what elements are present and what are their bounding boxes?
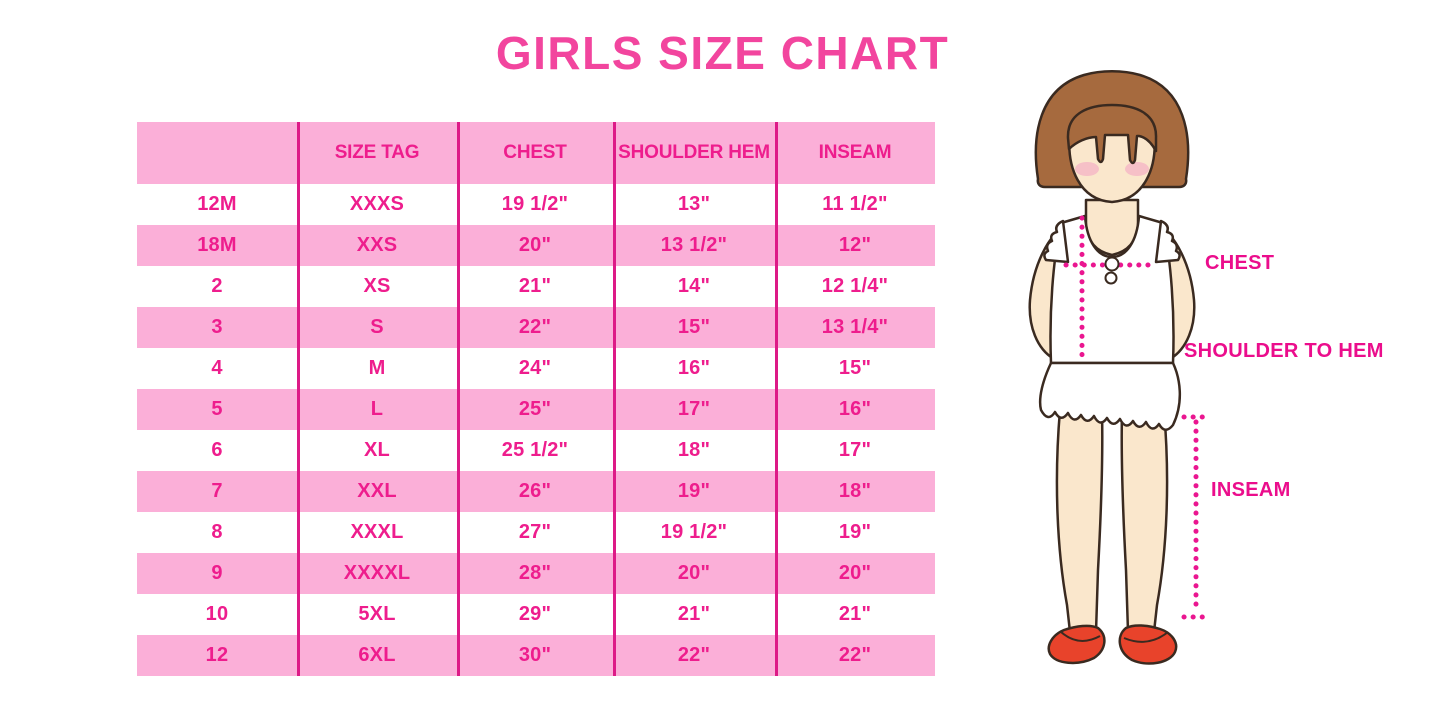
table-cell: 13 1/4" <box>775 307 935 348</box>
table-cell: 9 <box>137 553 297 594</box>
shoe-right <box>1118 624 1178 665</box>
table-cell: 12" <box>775 225 935 266</box>
table-cell: 25 1/2" <box>501 439 569 461</box>
button-top <box>1104 256 1120 272</box>
size-table: SIZE TAG CHEST SHOULDER HEM INSEAM 12M XXXS 19… <box>137 122 935 676</box>
table-cell: 17" <box>838 439 872 461</box>
table-cell: 19 1/2" <box>501 193 569 215</box>
column-divider <box>613 122 616 676</box>
table-cell: M <box>368 357 386 379</box>
header-cell-0 <box>137 122 297 184</box>
table-cell: 29" <box>518 603 552 625</box>
table-cell: 12M <box>197 193 237 215</box>
table-cell: 19 1/2" <box>660 521 728 543</box>
table-cell: 3 <box>137 307 297 348</box>
table-cell: 6 <box>211 439 223 461</box>
shoulder-to-hem-label: SHOULDER TO HEM <box>1184 340 1384 362</box>
table-cell: S <box>297 307 457 348</box>
table-cell: 19" <box>838 521 872 543</box>
page-title: GIRLS SIZE CHART <box>495 27 950 79</box>
table-cell: XXXS <box>349 193 405 215</box>
table-cell: 12 <box>137 635 297 676</box>
table-cell: 20" <box>457 225 613 266</box>
girl-illustration <box>1028 70 1212 665</box>
table-cell: XXXL <box>350 521 404 543</box>
table-cell: 19" <box>613 471 775 512</box>
table-cell: 10 <box>205 603 229 625</box>
table-cell: 15" <box>838 357 872 379</box>
chest-label: CHEST <box>1205 252 1275 274</box>
table-cell: 5XL <box>358 603 396 625</box>
table-cell: 21" <box>677 603 711 625</box>
table-cell: 13" <box>677 193 711 215</box>
bangs <box>1066 103 1158 165</box>
table-cell: 5 <box>137 389 297 430</box>
table-cell: 7 <box>137 471 297 512</box>
skirt <box>1038 361 1182 431</box>
table-cell: 22" <box>457 307 613 348</box>
table-cell: 8 <box>211 521 223 543</box>
table-cell: 24" <box>518 357 552 379</box>
inseam-label: INSEAM <box>1211 479 1291 501</box>
header-cell-1: SIZE TAG <box>297 122 457 184</box>
blush-left <box>1075 162 1099 176</box>
column-divider <box>775 122 778 676</box>
table-cell: 15" <box>613 307 775 348</box>
table-cell: 2 <box>211 275 223 297</box>
shoe-left-strap <box>1059 630 1101 642</box>
table-cell: XL <box>364 439 390 461</box>
table-cell: 22" <box>775 635 935 676</box>
table-cell: XXL <box>297 471 457 512</box>
table-cell: 27" <box>518 521 552 543</box>
table-cell: 30" <box>457 635 613 676</box>
table-cell: 21" <box>518 275 552 297</box>
table-cell: XXS <box>297 225 457 266</box>
table-cell: 20" <box>613 553 775 594</box>
table-cell: 28" <box>457 553 613 594</box>
table-cell: 16" <box>775 389 935 430</box>
table-cell: 16" <box>677 357 711 379</box>
button-bottom <box>1104 271 1118 285</box>
table-cell: 18" <box>677 439 711 461</box>
table-cell: 14" <box>677 275 711 297</box>
table-cell: 13 1/2" <box>613 225 775 266</box>
ruffle-right <box>1154 219 1181 264</box>
header-cell-3: SHOULDER HEM <box>613 122 775 184</box>
table-cell: 4 <box>211 357 223 379</box>
table-cell: 6XL <box>297 635 457 676</box>
ruffle-left <box>1043 219 1070 264</box>
shoe-left <box>1047 624 1106 665</box>
header-cell-2: CHEST <box>457 122 613 184</box>
shoe-right-strap <box>1123 631 1169 643</box>
table-cell: L <box>297 389 457 430</box>
blush-right <box>1125 162 1149 176</box>
table-cell: 17" <box>613 389 775 430</box>
table-cell: 18M <box>137 225 297 266</box>
table-cell: 22" <box>613 635 775 676</box>
leg-left <box>1055 408 1104 634</box>
table-cell: 11 1/2" <box>822 193 888 215</box>
header-cell-4: INSEAM <box>775 122 935 184</box>
table-cell: 25" <box>457 389 613 430</box>
table-cell: 26" <box>457 471 613 512</box>
table-cell: 20" <box>775 553 935 594</box>
table-cell: 21" <box>838 603 872 625</box>
leg-right <box>1120 408 1169 634</box>
column-divider <box>297 122 300 676</box>
column-divider <box>457 122 460 676</box>
table-cell: XS <box>363 275 391 297</box>
table-cell: 12 1/4" <box>821 275 889 297</box>
table-cell: 18" <box>775 471 935 512</box>
table-cell: XXXXL <box>297 553 457 594</box>
